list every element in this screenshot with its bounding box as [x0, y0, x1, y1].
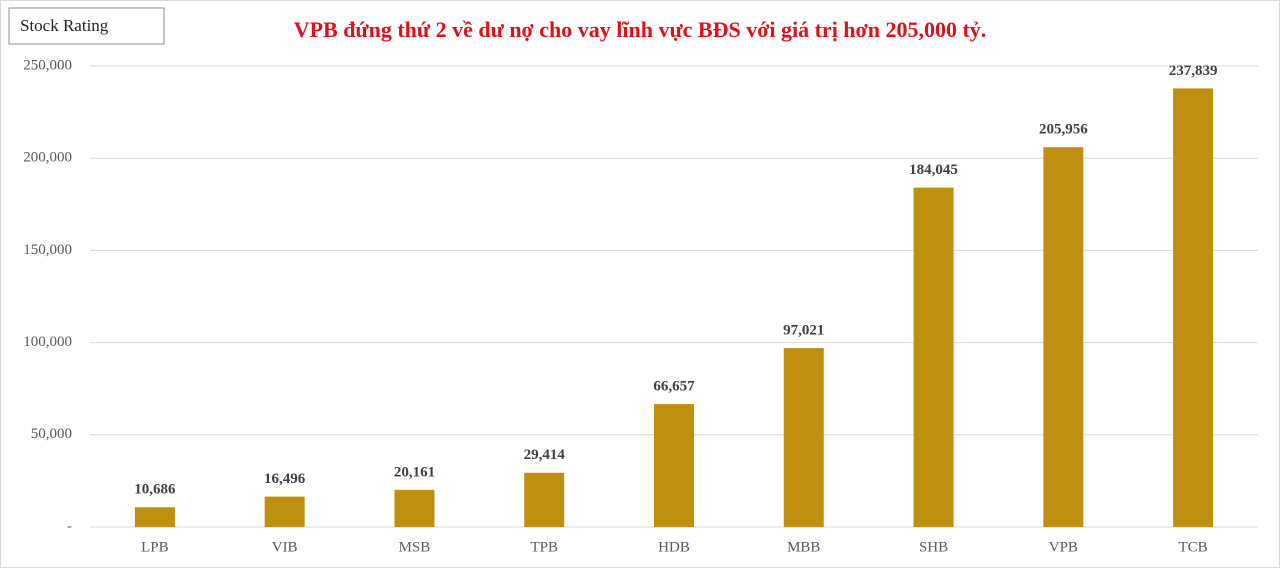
y-tick-label: 250,000 — [23, 57, 72, 73]
bar — [913, 187, 954, 527]
bar — [654, 404, 694, 527]
value-label: 66,657 — [653, 379, 695, 395]
x-tick-label: TCB — [1179, 539, 1208, 555]
bar — [783, 348, 824, 527]
x-tick-label: MBB — [787, 539, 820, 555]
bar — [264, 496, 305, 527]
value-label: 237,839 — [1169, 63, 1218, 79]
bar — [134, 507, 175, 527]
value-label: 184,045 — [909, 162, 958, 178]
x-tick-label: VPB — [1049, 539, 1078, 555]
value-label: 97,021 — [783, 323, 824, 339]
value-label: 10,686 — [134, 482, 176, 498]
x-tick-label: TPB — [530, 539, 558, 555]
y-tick-label: 50,000 — [31, 426, 72, 442]
x-tick-label: SHB — [919, 539, 948, 555]
y-tick-label: 100,000 — [23, 334, 72, 350]
badge: Stock Rating — [20, 16, 109, 35]
value-label: 20,161 — [394, 464, 435, 480]
y-tick-label: - — [67, 518, 72, 534]
value-label: 16,496 — [264, 471, 306, 487]
y-tick-label: 150,000 — [23, 242, 72, 258]
bar — [1043, 147, 1084, 527]
bar — [524, 472, 565, 527]
chart-title: VPB đứng thứ 2 về dư nợ cho vay lĩnh vực… — [294, 17, 987, 42]
y-tick-label: 200,000 — [23, 150, 72, 166]
badge-box — [8, 7, 165, 45]
value-label: 29,414 — [524, 447, 566, 463]
x-tick-label: LPB — [141, 539, 169, 555]
x-tick-label: MSB — [399, 539, 431, 555]
value-label: 205,956 — [1039, 122, 1088, 138]
x-tick-label: VIB — [272, 539, 298, 555]
bar — [394, 489, 435, 527]
x-tick-label: HDB — [658, 539, 690, 555]
bar — [1173, 88, 1214, 528]
